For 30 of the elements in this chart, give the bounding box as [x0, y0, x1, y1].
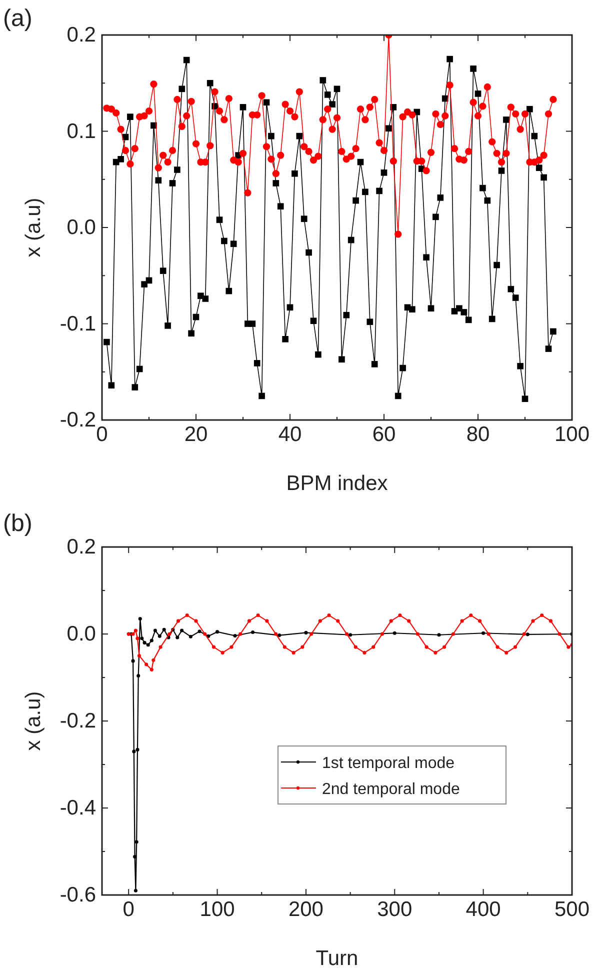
x-tick-label: 500 — [554, 898, 590, 921]
legend-label: 2nd temporal mode — [322, 781, 460, 798]
y-tick-label: 0.0 — [66, 622, 96, 646]
x-tick-label: 80 — [466, 422, 490, 446]
x-tick-label: 0 — [96, 422, 108, 446]
x-tick-label: 0 — [122, 898, 134, 921]
y-tick-label: -0.1 — [60, 312, 96, 336]
x-tick-label: 400 — [466, 898, 501, 921]
y-axis-title: x (a.u) — [22, 198, 45, 258]
x-tick-label: 40 — [278, 422, 302, 446]
y-axis-title: x (a.u) — [22, 691, 45, 751]
x-tick-label: 200 — [288, 898, 324, 921]
x-axis-title: BPM index — [286, 472, 388, 495]
y-tick-label: -0.2 — [60, 408, 96, 432]
y-tick-label: -0.4 — [60, 796, 96, 820]
y-tick-label: 0.2 — [66, 536, 96, 559]
chart-title: (b) — [3, 510, 32, 537]
y-tick-label: -0.6 — [60, 884, 96, 907]
y-tick-label: -0.2 — [60, 710, 96, 733]
legend-label: 1st temporal mode — [322, 755, 455, 772]
x-tick-label: 20 — [184, 422, 208, 446]
x-tick-label: 100 — [200, 898, 235, 921]
chart-title: (a) — [3, 5, 32, 32]
x-tick-label: 300 — [377, 898, 412, 921]
x-tick-label: 100 — [554, 422, 590, 446]
y-tick-label: 0.0 — [66, 216, 96, 240]
x-tick-label: 60 — [372, 422, 396, 446]
x-axis-title: Turn — [316, 947, 358, 970]
y-tick-label: 0.2 — [66, 24, 96, 47]
y-tick-label: 0.1 — [66, 120, 96, 143]
